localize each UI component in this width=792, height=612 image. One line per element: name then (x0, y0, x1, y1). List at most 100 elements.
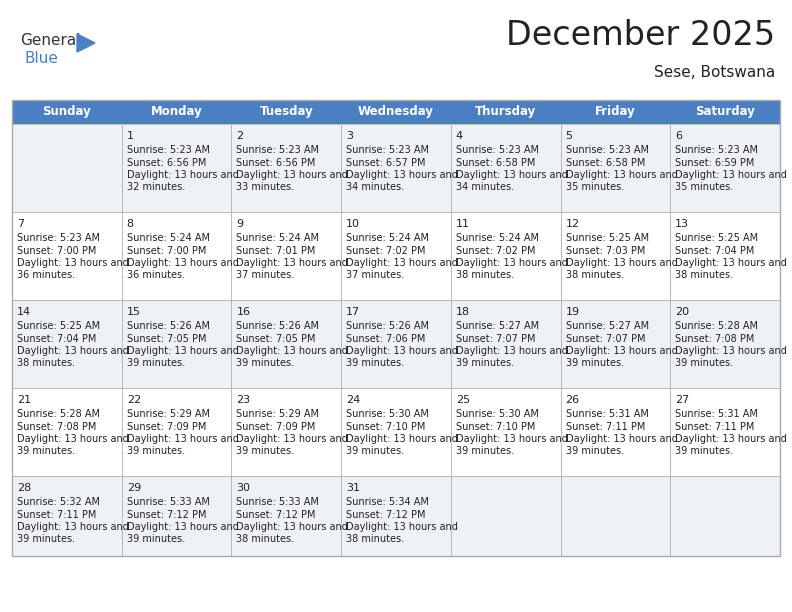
Text: Daylight: 13 hours and: Daylight: 13 hours and (346, 434, 458, 444)
Text: Sunrise: 5:24 AM: Sunrise: 5:24 AM (456, 233, 539, 243)
FancyBboxPatch shape (341, 476, 451, 556)
Text: 3: 3 (346, 131, 353, 141)
Text: Sunset: 7:05 PM: Sunset: 7:05 PM (237, 334, 316, 343)
Text: Sunrise: 5:29 AM: Sunrise: 5:29 AM (237, 409, 319, 419)
Text: Sunset: 7:11 PM: Sunset: 7:11 PM (17, 510, 97, 520)
Text: 32 minutes.: 32 minutes. (127, 182, 185, 193)
Text: 38 minutes.: 38 minutes. (456, 271, 514, 280)
Text: 29: 29 (127, 483, 141, 493)
Text: Sunset: 6:56 PM: Sunset: 6:56 PM (237, 157, 316, 168)
Text: 23: 23 (237, 395, 250, 405)
Text: Sunset: 7:12 PM: Sunset: 7:12 PM (346, 510, 425, 520)
Text: Sese, Botswana: Sese, Botswana (653, 65, 775, 80)
Text: Sunrise: 5:23 AM: Sunrise: 5:23 AM (456, 145, 539, 155)
FancyBboxPatch shape (670, 300, 780, 388)
Text: Sunset: 7:02 PM: Sunset: 7:02 PM (456, 245, 535, 255)
Text: Sunrise: 5:23 AM: Sunrise: 5:23 AM (676, 145, 758, 155)
FancyBboxPatch shape (231, 388, 341, 476)
FancyBboxPatch shape (231, 212, 341, 300)
Text: Daylight: 13 hours and: Daylight: 13 hours and (237, 434, 348, 444)
Text: Sunset: 7:05 PM: Sunset: 7:05 PM (127, 334, 206, 343)
Text: 39 minutes.: 39 minutes. (456, 447, 514, 457)
Text: Daylight: 13 hours and: Daylight: 13 hours and (17, 434, 129, 444)
Text: Sunrise: 5:26 AM: Sunrise: 5:26 AM (237, 321, 319, 331)
Text: Sunset: 7:00 PM: Sunset: 7:00 PM (17, 245, 97, 255)
Text: 39 minutes.: 39 minutes. (17, 447, 75, 457)
Text: Daylight: 13 hours and: Daylight: 13 hours and (127, 522, 238, 532)
FancyBboxPatch shape (122, 124, 231, 212)
Text: Saturday: Saturday (695, 105, 755, 119)
Text: Daylight: 13 hours and: Daylight: 13 hours and (127, 170, 238, 180)
Text: Sunrise: 5:25 AM: Sunrise: 5:25 AM (565, 233, 649, 243)
Text: 15: 15 (127, 307, 141, 317)
Text: 39 minutes.: 39 minutes. (676, 359, 733, 368)
FancyBboxPatch shape (670, 100, 780, 124)
Text: Sunset: 7:04 PM: Sunset: 7:04 PM (17, 334, 97, 343)
Text: Daylight: 13 hours and: Daylight: 13 hours and (565, 258, 677, 268)
Text: 37 minutes.: 37 minutes. (237, 271, 295, 280)
Text: Sunrise: 5:25 AM: Sunrise: 5:25 AM (17, 321, 100, 331)
FancyBboxPatch shape (122, 300, 231, 388)
Text: Sunset: 7:07 PM: Sunset: 7:07 PM (456, 334, 535, 343)
Text: Sunrise: 5:28 AM: Sunrise: 5:28 AM (676, 321, 758, 331)
FancyBboxPatch shape (451, 212, 561, 300)
Text: 9: 9 (237, 219, 244, 229)
Text: 39 minutes.: 39 minutes. (127, 359, 185, 368)
FancyBboxPatch shape (231, 124, 341, 212)
Text: Sunrise: 5:26 AM: Sunrise: 5:26 AM (346, 321, 429, 331)
Text: Sunrise: 5:23 AM: Sunrise: 5:23 AM (237, 145, 319, 155)
Text: Daylight: 13 hours and: Daylight: 13 hours and (237, 346, 348, 356)
Text: Sunrise: 5:24 AM: Sunrise: 5:24 AM (346, 233, 429, 243)
Text: 33 minutes.: 33 minutes. (237, 182, 295, 193)
Text: 36 minutes.: 36 minutes. (127, 271, 185, 280)
Text: 39 minutes.: 39 minutes. (456, 359, 514, 368)
Text: 39 minutes.: 39 minutes. (346, 447, 404, 457)
Text: 39 minutes.: 39 minutes. (676, 447, 733, 457)
Text: 7: 7 (17, 219, 24, 229)
Text: Sunrise: 5:34 AM: Sunrise: 5:34 AM (346, 497, 429, 507)
Text: 4: 4 (456, 131, 463, 141)
FancyBboxPatch shape (12, 100, 122, 124)
FancyBboxPatch shape (12, 212, 122, 300)
Text: 28: 28 (17, 483, 31, 493)
Text: Daylight: 13 hours and: Daylight: 13 hours and (565, 170, 677, 180)
Text: 21: 21 (17, 395, 31, 405)
Text: Daylight: 13 hours and: Daylight: 13 hours and (456, 434, 568, 444)
Text: Sunset: 7:11 PM: Sunset: 7:11 PM (676, 422, 755, 431)
Text: Sunrise: 5:31 AM: Sunrise: 5:31 AM (565, 409, 649, 419)
Text: Daylight: 13 hours and: Daylight: 13 hours and (456, 258, 568, 268)
Text: Sunrise: 5:27 AM: Sunrise: 5:27 AM (456, 321, 539, 331)
FancyBboxPatch shape (451, 476, 561, 556)
Text: 34 minutes.: 34 minutes. (456, 182, 514, 193)
Text: Sunset: 7:06 PM: Sunset: 7:06 PM (346, 334, 425, 343)
Text: Daylight: 13 hours and: Daylight: 13 hours and (676, 434, 787, 444)
Text: 22: 22 (127, 395, 141, 405)
Text: Daylight: 13 hours and: Daylight: 13 hours and (346, 170, 458, 180)
Text: Sunset: 7:10 PM: Sunset: 7:10 PM (346, 422, 425, 431)
Text: 11: 11 (456, 219, 470, 229)
FancyBboxPatch shape (341, 300, 451, 388)
Text: Daylight: 13 hours and: Daylight: 13 hours and (127, 434, 238, 444)
Text: 38 minutes.: 38 minutes. (565, 271, 623, 280)
FancyBboxPatch shape (451, 100, 561, 124)
FancyBboxPatch shape (122, 100, 231, 124)
Text: Monday: Monday (150, 105, 203, 119)
Text: Sunset: 7:01 PM: Sunset: 7:01 PM (237, 245, 316, 255)
Text: 34 minutes.: 34 minutes. (346, 182, 404, 193)
Text: Sunrise: 5:23 AM: Sunrise: 5:23 AM (127, 145, 210, 155)
FancyBboxPatch shape (451, 300, 561, 388)
FancyBboxPatch shape (670, 124, 780, 212)
Text: 16: 16 (237, 307, 250, 317)
Text: Daylight: 13 hours and: Daylight: 13 hours and (127, 346, 238, 356)
Text: Wednesday: Wednesday (358, 105, 434, 119)
Text: Daylight: 13 hours and: Daylight: 13 hours and (237, 170, 348, 180)
Text: 38 minutes.: 38 minutes. (676, 271, 733, 280)
FancyBboxPatch shape (451, 388, 561, 476)
FancyBboxPatch shape (12, 388, 122, 476)
FancyBboxPatch shape (12, 476, 122, 556)
Text: Sunday: Sunday (43, 105, 91, 119)
Text: Thursday: Thursday (475, 105, 536, 119)
Text: General: General (20, 33, 81, 48)
FancyBboxPatch shape (670, 476, 780, 556)
Text: Sunrise: 5:32 AM: Sunrise: 5:32 AM (17, 497, 100, 507)
